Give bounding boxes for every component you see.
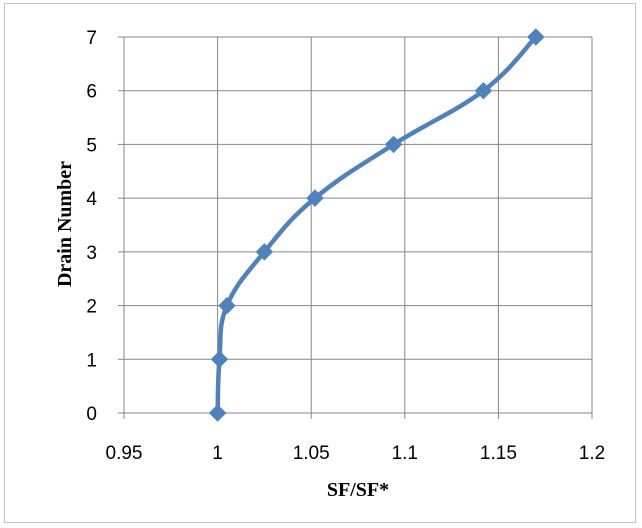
chart-frame [4,3,636,523]
data-point-marker [218,296,236,315]
x-tick-label: 1.15 [480,443,517,464]
y-tick-label: 2 [86,297,97,318]
x-tick-label: 1.1 [392,443,418,464]
grid-lines [124,36,593,413]
axes [118,36,593,419]
y-tick-label: 1 [86,350,97,371]
y-axis-title: Drain Number [54,161,76,287]
series-line [215,34,539,416]
data-point-marker [384,135,403,154]
y-tick-label: 7 [86,28,97,49]
x-tick-labels: 0.95 1 1.05 1.1 1.15 1.2 [106,443,606,464]
x-tick-label: 0.95 [106,443,143,464]
data-point-marker [306,189,324,207]
data-point-marker [527,28,545,46]
y-tick-label: 3 [86,243,97,264]
x-tick-label: 1.05 [293,443,330,464]
x-tick-label: 1.2 [579,443,605,464]
y-tick-labels: 0 1 2 3 4 5 6 7 [86,28,97,425]
y-tick-label: 6 [86,82,97,103]
data-point-marker [208,404,227,422]
data-point-marker [474,82,493,100]
x-axis-title: SF/SF* [327,479,389,501]
y-tick-label: 5 [86,135,97,156]
data-point-marker [210,350,229,368]
series-layer [208,28,545,422]
y-tick-label: 0 [86,404,97,425]
data-point-marker [255,243,274,261]
y-tick-label: 4 [86,189,97,210]
x-tick-label: 1 [212,443,223,464]
